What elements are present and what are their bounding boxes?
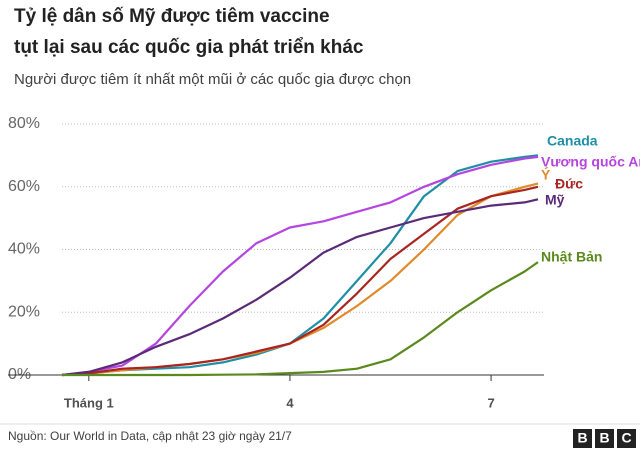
series-label: Vương quốc Anh [541,154,640,170]
series-line [61,198,539,377]
series-label: Canada [547,133,598,149]
logo-box [573,429,592,448]
x-tick-label: 4 [286,395,294,410]
series-line [61,182,539,377]
chart-title: tụt lại sau các quốc gia phát triển khác [14,37,364,58]
logo-letter: B [599,430,609,446]
x-tick-label: 7 [487,395,494,410]
y-tick-label: 20% [8,303,40,320]
series-label: Mỹ [545,192,565,208]
logo-box [595,429,614,448]
series-line [61,155,539,377]
chart-title: Tỷ lệ dân số Mỹ được tiêm vaccine [14,6,330,27]
y-tick-label: 40% [8,241,40,258]
logo-box [617,429,636,448]
logo-letter: C [621,430,631,446]
y-tick-label: 80% [8,115,40,132]
series-label: Đức [555,176,583,192]
source: Nguồn: Our World in Data, cập nhật 23 gi… [8,429,292,443]
series-label: Ý [541,166,551,183]
series-label: Nhật Bản [541,249,602,265]
series-line [62,261,539,377]
chart-subtitle: Người được tiêm ít nhất một mũi ở các qu… [14,71,411,88]
series-line [61,154,539,377]
x-tick-label: Tháng 1 [64,395,114,410]
logo-letter: B [577,430,587,446]
y-tick-label: 60% [8,178,40,195]
series-line [61,185,539,377]
